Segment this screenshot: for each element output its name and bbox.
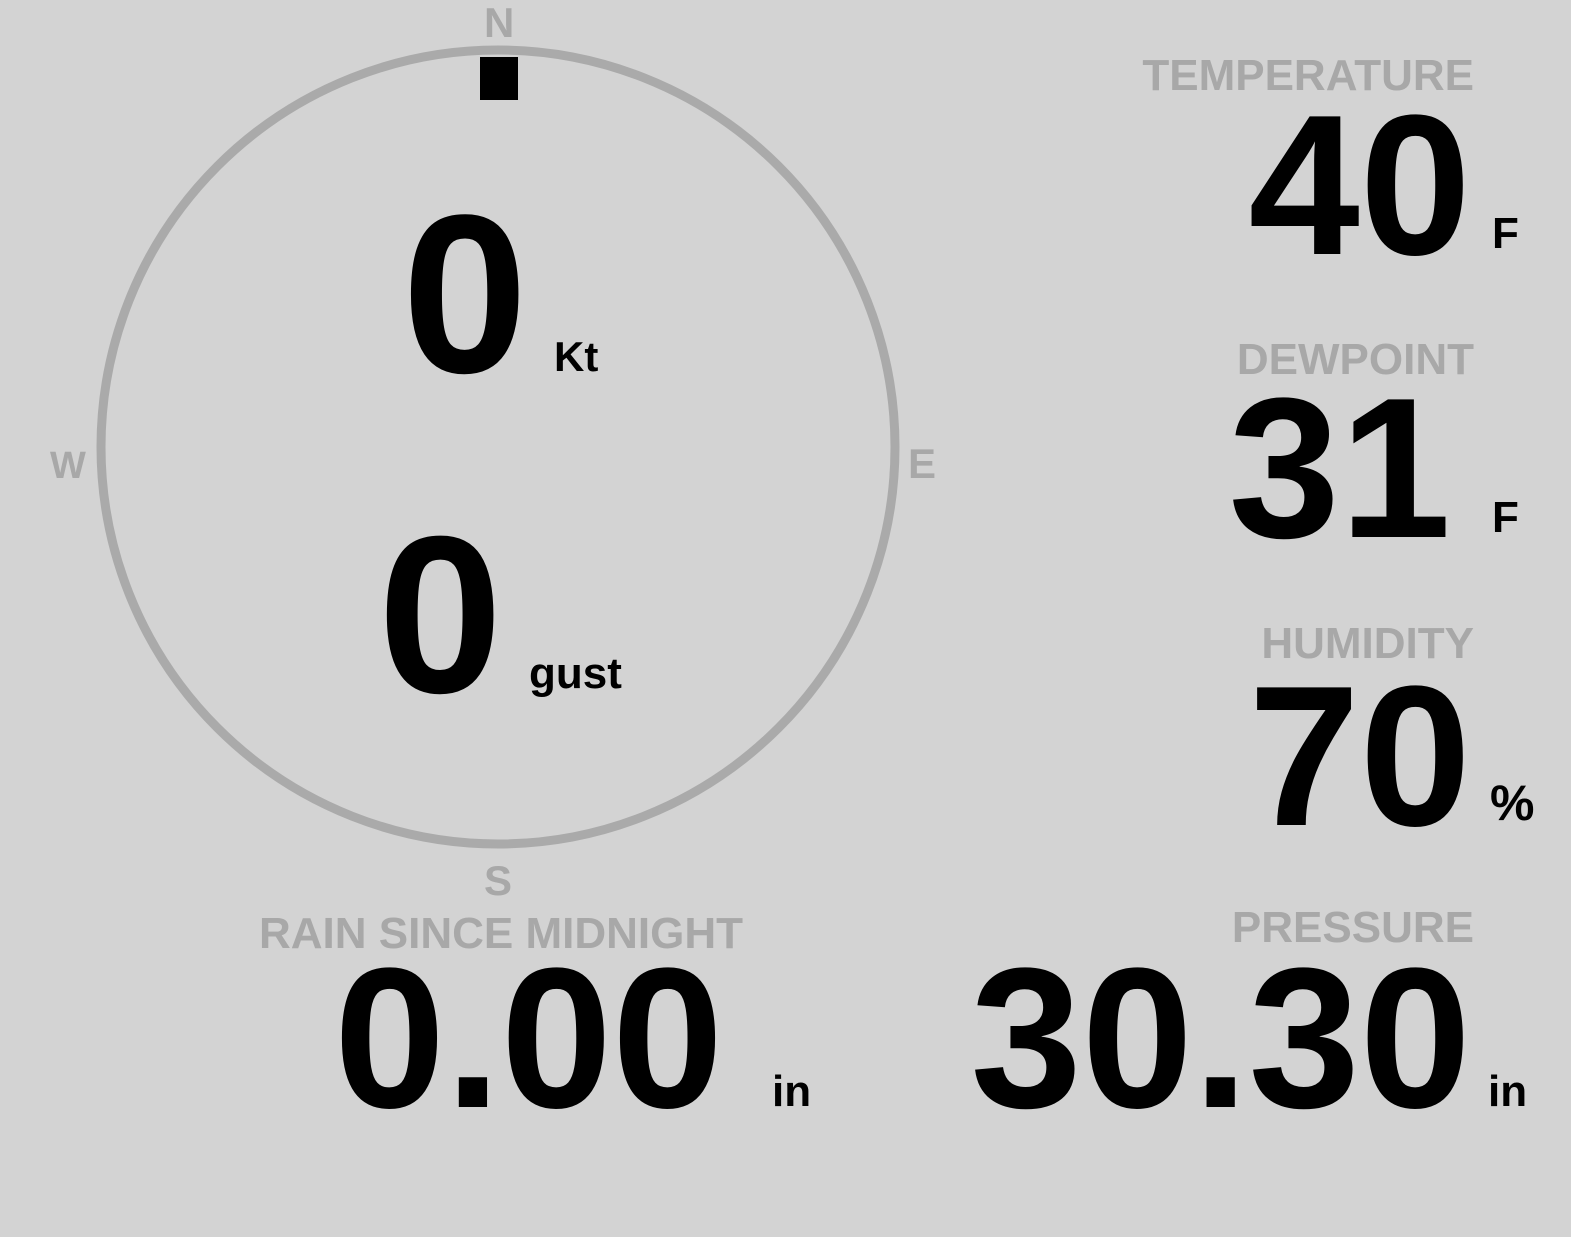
wind-direction-marker [480, 57, 518, 100]
wind-speed-value: 0 [402, 167, 528, 420]
wind-speed-unit: Kt [554, 333, 599, 380]
wind-gust-unit: gust [529, 649, 622, 698]
dewpoint-unit: F [1492, 493, 1519, 542]
pressure-label: PRESSURE [1231, 903, 1474, 952]
compass-south-label: S [484, 857, 513, 904]
dewpoint-value: 31 [1228, 357, 1451, 580]
temperature-value: 40 [1248, 74, 1471, 297]
compass-west-label: W [50, 445, 86, 487]
wind-compass [96, 45, 900, 849]
compass-north-label: N [484, 0, 515, 46]
dewpoint-label: DEWPOINT [1236, 335, 1474, 384]
rain-unit: in [772, 1067, 812, 1116]
temperature-label: TEMPERATURE [1142, 51, 1474, 100]
temperature-unit: F [1492, 209, 1519, 258]
pressure-value: 30.30 [970, 927, 1472, 1150]
compass-ring [96, 45, 900, 849]
wind-gust-value: 0 [378, 490, 503, 740]
humidity-value: 70 [1248, 645, 1471, 868]
pressure-unit: in [1488, 1067, 1528, 1116]
humidity-label: HUMIDITY [1261, 619, 1474, 668]
compass-east-label: E [908, 440, 937, 487]
humidity-unit: % [1490, 775, 1535, 831]
rain-label: RAIN SINCE MIDNIGHT [259, 909, 743, 958]
rain-value: 0.00 [334, 927, 724, 1150]
